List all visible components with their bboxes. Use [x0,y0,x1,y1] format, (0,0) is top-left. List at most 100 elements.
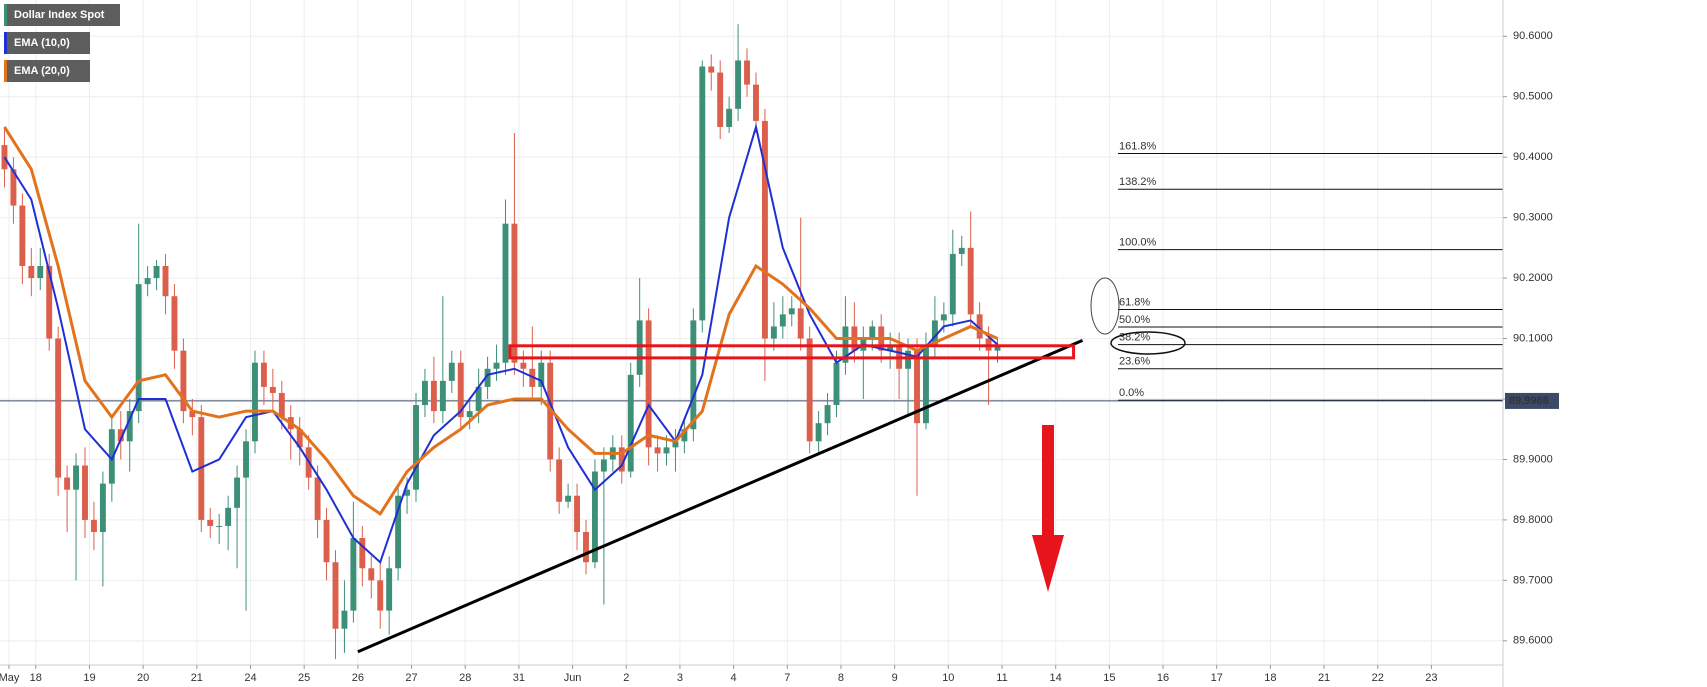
candle-body [296,429,303,448]
legend-label: EMA (20,0) [14,65,70,77]
y-tick-label: 90.6000 [1513,30,1553,42]
x-tick-label: 17 [1211,672,1223,684]
candle-body [976,314,983,339]
highlight-ellipse [1110,331,1186,355]
y-tick-label: 90.3000 [1513,212,1553,224]
candle-body [958,247,965,254]
y-tick-label: 89.6000 [1513,635,1553,647]
candle-body [797,308,804,339]
candle-body [332,562,339,629]
candle-body [627,374,634,472]
candle-body [457,362,464,418]
candle-body [117,429,124,442]
candle-body [216,525,223,527]
candle-body [833,362,840,406]
x-tick-label: 22 [1372,672,1384,684]
x-tick-label: 18 [1264,672,1276,684]
plot-area: 161.8%138.2%100.0%61.8%50.0%38.2%23.6%0.… [0,0,1503,665]
price-marker-label: 89.9968 [1509,395,1549,407]
highlight-circle [1090,277,1120,335]
x-tick-label: 10 [942,672,954,684]
legend-label: EMA (10,0) [14,37,70,49]
x-tick-label: 31 [513,672,525,684]
legend-box [4,32,90,54]
candle-body [10,169,17,206]
candle-body [395,495,402,569]
candle-body [690,320,697,430]
candle-body [744,60,750,85]
legend-swatch [4,60,7,82]
candle-body [234,477,241,508]
candle-body [905,350,912,369]
x-tick-label: Jun [564,672,582,684]
candle-body [538,362,545,387]
candle-body [475,386,482,412]
legend-box [4,4,120,26]
candle-body [502,223,509,363]
x-tick-label: 7 [784,672,790,684]
trendline [357,338,1084,654]
legend-swatch [4,32,7,54]
candle-body [949,253,956,315]
x-tick-label: 20 [137,672,149,684]
candle-body [636,320,643,375]
candle-body [618,447,625,472]
legend-swatch [4,4,7,26]
candle-body [931,320,938,345]
x-tick-label: 4 [731,672,737,684]
candle-body [413,405,419,490]
candle-body [914,350,920,424]
y-tick-label: 89.8000 [1513,514,1553,526]
x-tick-label: 19 [83,672,95,684]
candle-body [386,568,393,611]
x-tick-label: 11 [996,672,1007,684]
candle-body [144,278,151,285]
x-tick-label: 26 [352,672,364,684]
candle-body [824,405,831,424]
candle-body [726,108,733,127]
candle-body [46,266,53,339]
candle-body [600,459,607,472]
candle-body [556,459,563,502]
candle-body [73,465,79,490]
ema-line [3,126,999,516]
candle-body [779,314,786,327]
x-tick-label: 27 [405,672,417,684]
candle-body [574,495,580,532]
candle-body [162,266,169,297]
candle-body [430,380,437,412]
x-tick-label: 18 [30,672,42,684]
candle-body [788,308,795,315]
candle-body [225,507,232,526]
candle-body [99,483,106,532]
candle-body [108,429,115,484]
candle-body [770,326,777,339]
y-tick-label: 90.5000 [1513,91,1553,103]
candle-body [466,411,473,418]
candle-body [583,532,589,563]
x-tick-label: 14 [1050,672,1062,684]
candle-body [681,429,688,442]
candle-body [511,223,518,363]
candle-body [923,344,929,424]
candle-body [672,441,679,448]
candle-body [252,362,258,442]
candle-body [404,489,411,496]
ema-line [3,122,999,564]
down-arrow [1032,425,1064,592]
candle-body [278,392,285,418]
candle-body [654,447,661,454]
y-tick-label: 89.7000 [1513,574,1553,586]
candle-body [645,320,652,448]
candle-body [19,205,26,266]
candle-body [448,362,455,381]
x-tick-label: 23 [1425,672,1437,684]
candle-body [189,411,196,418]
candle-body [565,495,572,502]
candle-body [439,380,446,412]
resistance-zone [508,344,1076,360]
candle-body [869,326,876,339]
x-tick-label: 16 [1157,672,1169,684]
candle-body [314,477,321,520]
